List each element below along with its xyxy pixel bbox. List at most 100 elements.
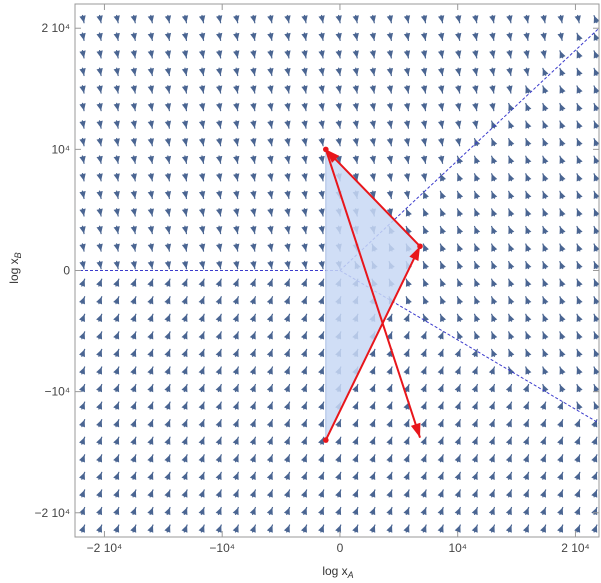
stream-arrowhead bbox=[233, 243, 240, 252]
y-axis-ticks: 2 10⁴ 10⁴ 0 −10⁴ −2 10⁴ bbox=[34, 21, 599, 520]
stream-arrowhead bbox=[576, 384, 583, 393]
stream-arrowhead bbox=[557, 525, 564, 533]
stream-arrowhead bbox=[488, 525, 495, 533]
stream-arrowhead bbox=[284, 155, 291, 164]
stream-arrowhead bbox=[266, 489, 273, 498]
stream-arrowhead bbox=[301, 103, 308, 111]
stream-arrowhead bbox=[198, 437, 205, 445]
y-tick-label: 0 bbox=[63, 264, 70, 278]
stream-arrowhead bbox=[576, 173, 583, 182]
stream-arrowhead bbox=[420, 120, 428, 129]
stream-arrowhead bbox=[420, 489, 427, 498]
stream-arrowhead bbox=[508, 279, 515, 287]
stream-arrowhead bbox=[284, 243, 291, 252]
stream-arrowhead bbox=[542, 103, 549, 112]
stream-arrowhead bbox=[505, 525, 512, 533]
stream-arrowhead bbox=[130, 103, 137, 111]
stream-arrowhead bbox=[130, 138, 137, 146]
stream-arrowhead bbox=[318, 419, 325, 428]
stream-arrowhead bbox=[198, 402, 205, 410]
stream-arrowhead bbox=[267, 32, 274, 41]
stream-arrowhead bbox=[215, 525, 222, 533]
stream-arrowhead bbox=[403, 402, 410, 410]
stream-arrowhead bbox=[352, 67, 359, 76]
stream-arrowhead bbox=[369, 32, 376, 41]
stream-arrowhead bbox=[508, 191, 515, 200]
stream-arrowhead bbox=[593, 402, 599, 410]
stream-arrowhead bbox=[233, 85, 240, 94]
stream-arrowhead bbox=[403, 103, 411, 111]
stream-arrowhead bbox=[113, 402, 120, 410]
x-tick-label: 2 10⁴ bbox=[561, 541, 590, 555]
stream-arrowhead bbox=[113, 472, 120, 481]
stream-arrowhead bbox=[96, 366, 103, 375]
stream-arrowhead bbox=[181, 173, 189, 181]
stream-arrowhead bbox=[267, 208, 274, 217]
stream-arrowhead bbox=[318, 296, 325, 305]
stream-arrowhead bbox=[472, 50, 479, 58]
stream-arrowhead bbox=[403, 190, 411, 199]
stream-arrowhead bbox=[505, 454, 512, 463]
stream-arrowhead bbox=[437, 366, 444, 375]
stream-arrowhead bbox=[508, 156, 515, 164]
stream-arrowhead bbox=[249, 314, 256, 322]
stream-arrowhead bbox=[542, 191, 549, 200]
stream-arrowhead bbox=[557, 472, 564, 481]
stream-arrowhead bbox=[505, 472, 512, 481]
trajectory-segment-2 bbox=[325, 148, 421, 247]
stream-arrowhead bbox=[79, 120, 86, 129]
stream-arrowhead bbox=[232, 437, 239, 445]
stream-arrowhead bbox=[405, 279, 412, 287]
stream-arrowhead bbox=[113, 138, 120, 146]
stream-arrowhead bbox=[508, 173, 515, 182]
stream-arrowhead bbox=[198, 120, 206, 129]
stream-arrowhead bbox=[472, 67, 479, 76]
stream-arrowhead bbox=[437, 349, 444, 358]
stream-arrowhead bbox=[403, 454, 410, 463]
stream-arrowhead bbox=[301, 67, 308, 76]
stream-arrowhead bbox=[96, 226, 103, 234]
stream-arrowhead bbox=[403, 32, 411, 41]
y-tick-label: −2 10⁴ bbox=[34, 506, 70, 520]
stream-arrowhead bbox=[420, 15, 428, 23]
stream-arrowhead bbox=[522, 454, 529, 463]
stream-arrowhead bbox=[130, 296, 137, 305]
stream-arrowhead bbox=[593, 15, 599, 24]
stream-arrowhead bbox=[267, 85, 274, 94]
stream-arrowhead bbox=[267, 120, 274, 129]
stream-arrowhead bbox=[113, 366, 120, 375]
stream-arrowhead bbox=[491, 279, 498, 287]
stream-arrowhead bbox=[164, 384, 171, 393]
stream-arrowhead bbox=[266, 525, 273, 533]
stream-arrowhead bbox=[489, 15, 496, 23]
stream-arrowhead bbox=[164, 32, 172, 41]
stream-arrowhead bbox=[96, 489, 103, 498]
stream-arrowhead bbox=[422, 191, 429, 200]
stream-arrowhead bbox=[198, 138, 206, 146]
stream-arrowhead bbox=[147, 507, 154, 516]
stream-arrowhead bbox=[386, 314, 393, 322]
stream-arrowhead bbox=[79, 472, 85, 481]
stream-arrowhead bbox=[233, 32, 240, 41]
stream-arrowhead bbox=[147, 349, 154, 358]
stream-arrowhead bbox=[491, 208, 498, 217]
stream-arrowhead bbox=[284, 15, 291, 23]
stream-arrowhead bbox=[405, 296, 412, 305]
stream-arrowhead bbox=[216, 155, 223, 164]
stream-arrowhead bbox=[198, 366, 205, 375]
stream-arrowhead bbox=[113, 226, 120, 234]
stream-arrowhead bbox=[386, 402, 393, 410]
stream-arrowhead bbox=[198, 15, 206, 23]
stream-arrowhead bbox=[318, 32, 325, 41]
stream-arrowhead bbox=[420, 331, 427, 340]
stream-arrowhead bbox=[79, 296, 85, 305]
stream-arrowhead bbox=[233, 15, 240, 23]
stream-arrowhead bbox=[181, 331, 188, 340]
stream-arrowhead bbox=[474, 191, 481, 200]
stream-arrowhead bbox=[369, 15, 376, 23]
stream-arrowhead bbox=[250, 173, 257, 181]
stream-arrowhead bbox=[420, 419, 427, 428]
stream-arrowhead bbox=[472, 32, 479, 41]
stream-arrowhead bbox=[215, 384, 222, 393]
stream-arrowhead bbox=[422, 296, 429, 305]
